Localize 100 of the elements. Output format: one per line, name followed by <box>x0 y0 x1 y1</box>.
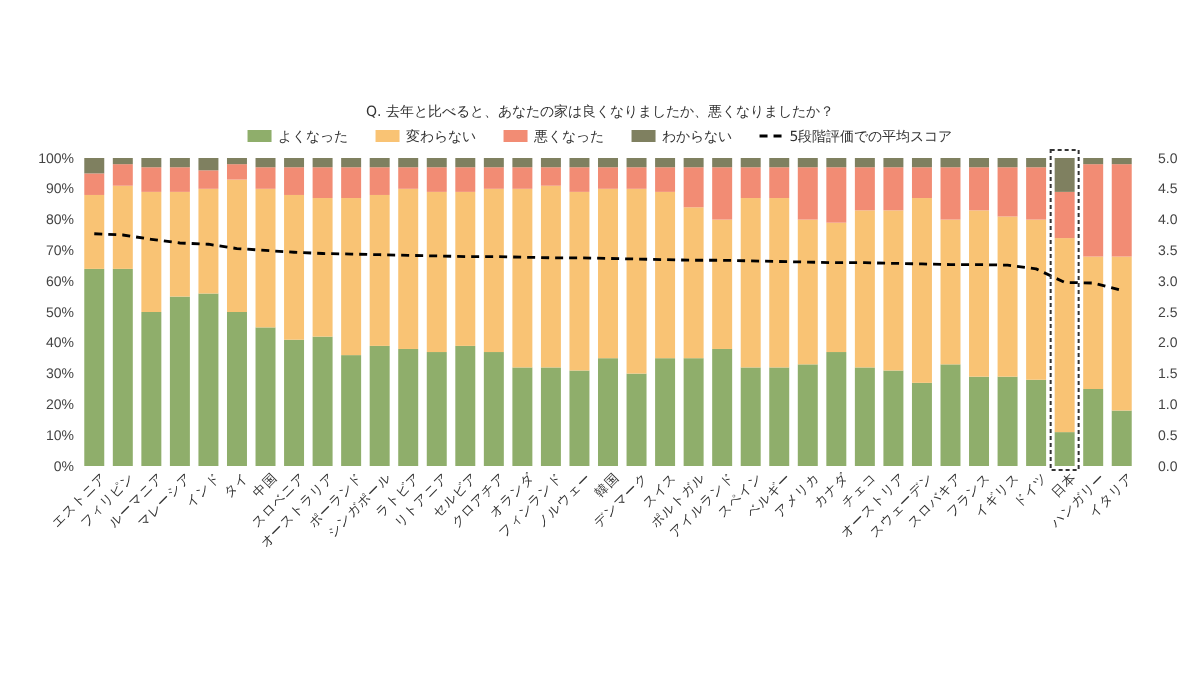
bar <box>312 198 333 337</box>
bar <box>1054 432 1075 466</box>
bar <box>312 167 333 199</box>
bar <box>84 194 105 269</box>
bar <box>1054 191 1075 239</box>
bar <box>1111 410 1132 466</box>
bar <box>569 191 590 371</box>
bar <box>226 312 247 466</box>
bar <box>341 167 362 199</box>
bar <box>797 364 818 466</box>
bar <box>455 167 476 192</box>
bar <box>112 164 133 186</box>
bar <box>826 352 847 466</box>
bar <box>284 194 305 340</box>
bar <box>769 367 790 466</box>
bar <box>483 352 504 466</box>
bar <box>826 167 847 223</box>
bar <box>1083 389 1104 466</box>
bar <box>655 358 676 466</box>
bar <box>512 158 533 168</box>
bar <box>969 158 990 168</box>
bar <box>854 158 875 168</box>
bar <box>911 167 932 199</box>
bar <box>398 188 419 349</box>
bar <box>797 167 818 220</box>
line-series <box>92 232 1124 292</box>
bar <box>740 198 761 368</box>
bar <box>1083 158 1104 165</box>
bar <box>683 207 704 359</box>
bar <box>969 376 990 466</box>
bar <box>540 158 561 168</box>
bar <box>626 158 647 168</box>
bar <box>1111 158 1132 165</box>
bar <box>312 158 333 168</box>
bar <box>997 167 1018 217</box>
bar <box>341 198 362 356</box>
bar <box>1026 158 1047 168</box>
bar <box>483 158 504 168</box>
bar <box>883 370 904 466</box>
bar <box>1083 164 1104 257</box>
bar <box>883 167 904 211</box>
bar <box>1054 158 1075 192</box>
bar <box>997 158 1018 168</box>
bar <box>940 219 961 365</box>
bar <box>769 158 790 168</box>
bar <box>598 358 618 466</box>
bar <box>769 198 790 368</box>
bar <box>198 188 219 294</box>
bar <box>1026 379 1047 466</box>
bar <box>369 158 390 168</box>
bar <box>169 167 190 192</box>
bar <box>740 367 761 466</box>
bar <box>683 167 704 208</box>
bar <box>512 188 533 368</box>
bar <box>626 188 647 374</box>
bar <box>1026 167 1047 220</box>
bar <box>169 296 190 466</box>
bar <box>255 158 276 168</box>
bar <box>940 167 961 220</box>
bar <box>826 222 847 353</box>
bar <box>169 158 190 168</box>
bar <box>112 268 133 466</box>
bar <box>255 167 276 189</box>
bar <box>426 158 447 168</box>
bar <box>997 216 1018 377</box>
bar <box>198 293 219 466</box>
bar <box>398 348 419 466</box>
bar <box>740 158 761 168</box>
bar <box>569 158 590 168</box>
bar <box>226 158 247 165</box>
bar <box>712 348 733 466</box>
bar <box>826 158 847 168</box>
bar <box>455 158 476 168</box>
bar <box>1111 164 1132 257</box>
bar <box>1054 238 1075 433</box>
bar <box>854 167 875 211</box>
bar <box>112 185 133 269</box>
bar <box>84 268 105 466</box>
bar <box>1083 256 1104 389</box>
bar <box>712 219 733 349</box>
bar <box>141 312 162 466</box>
bar <box>455 191 476 346</box>
bar <box>598 167 618 189</box>
bar <box>797 219 818 365</box>
bar <box>911 382 932 466</box>
bar <box>712 158 733 168</box>
bar <box>483 188 504 353</box>
bar <box>284 167 305 195</box>
bar <box>626 167 647 189</box>
bar <box>341 355 362 466</box>
bar <box>940 158 961 168</box>
bar <box>598 158 618 168</box>
bar <box>226 179 247 312</box>
bar <box>84 173 105 195</box>
bar <box>598 188 618 359</box>
bar <box>341 158 362 168</box>
bar <box>683 158 704 168</box>
bar <box>911 158 932 168</box>
bar <box>969 167 990 211</box>
bar <box>198 170 219 189</box>
